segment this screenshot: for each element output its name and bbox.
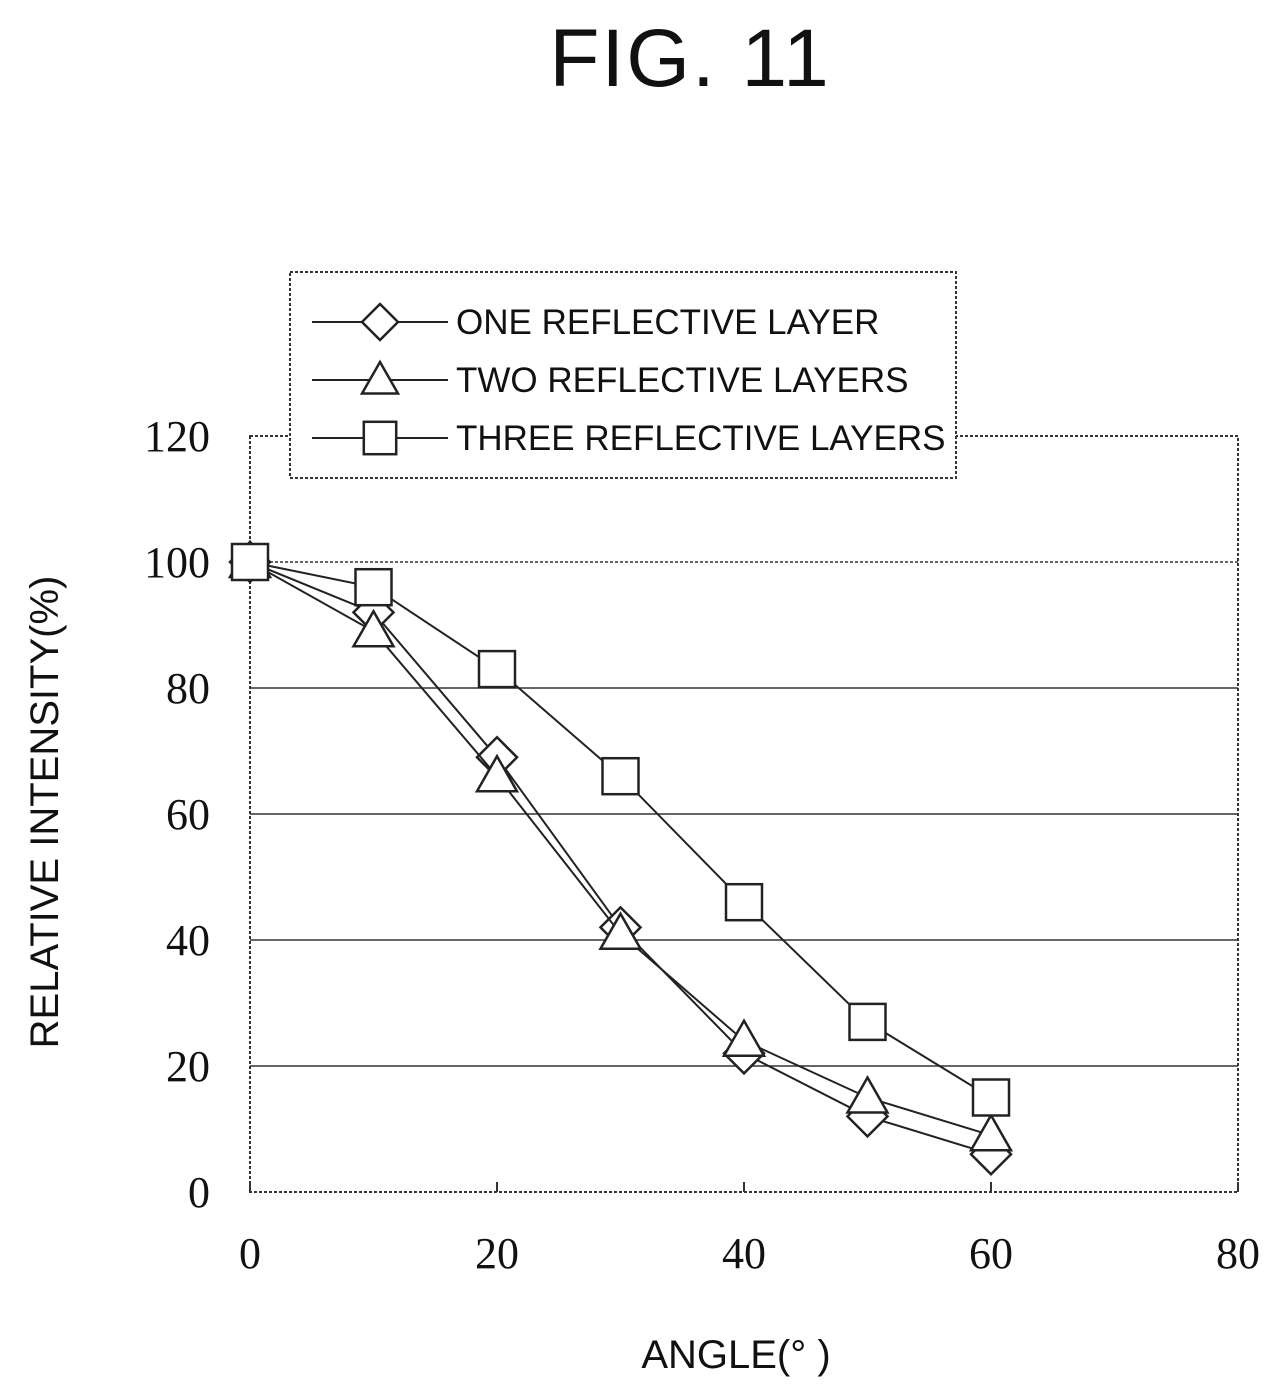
- data-point-triangle: [351, 608, 396, 648]
- x-tick-label: 80: [1216, 1229, 1260, 1278]
- legend-box: [289, 271, 957, 479]
- x-tick-label: 60: [969, 1229, 1013, 1278]
- data-point-triangle: [474, 753, 520, 793]
- y-tick-label: 60: [166, 790, 210, 839]
- y-axis-ticks: 0 20 40 60 80 100 120: [144, 412, 210, 1217]
- legend-label: THREE REFLECTIVE LAYERS: [456, 419, 945, 458]
- data-point-square: [971, 1078, 1011, 1117]
- data-point-square: [477, 649, 517, 689]
- legend-label: ONE REFLECTIVE LAYER: [456, 303, 879, 342]
- series-line: [249, 561, 992, 1137]
- y-tick-label: 20: [166, 1042, 210, 1091]
- series-square: [230, 542, 1011, 1117]
- y-tick-label: 120: [144, 412, 210, 461]
- legend-marker-triangle: [359, 359, 401, 395]
- data-point-square: [230, 542, 270, 582]
- gridlines: [250, 561, 1238, 1067]
- series-triangle: [227, 539, 1014, 1152]
- data-point-square: [724, 882, 764, 922]
- data-point-square: [354, 567, 393, 607]
- y-tick-label: 40: [166, 916, 210, 965]
- legend-label: TWO REFLECTIVE LAYERS: [456, 361, 909, 400]
- x-tick-label: 40: [722, 1229, 766, 1278]
- x-axis-title: ANGLE(° ): [641, 1333, 830, 1377]
- legend-entry: ONE REFLECTIVE LAYER: [312, 302, 879, 342]
- legend: ONE REFLECTIVE LAYER TWO REFLECTIVE LAYER…: [289, 271, 957, 479]
- data-point-square: [601, 756, 640, 796]
- y-tick-label: 100: [144, 538, 210, 587]
- data-point-triangle: [598, 911, 643, 950]
- x-axis-ticks: 0 20 40 60 80: [239, 1182, 1260, 1278]
- series-layer: [227, 539, 1014, 1176]
- data-point-triangle: [968, 1112, 1014, 1152]
- x-tick-label: 20: [475, 1229, 519, 1278]
- y-axis-title: RELATIVE INTENSITY(%): [23, 576, 67, 1049]
- legend-marker-diamond: [360, 302, 400, 342]
- legend-entry: THREE REFLECTIVE LAYERS: [312, 419, 945, 458]
- y-tick-label: 80: [166, 664, 210, 713]
- legend-entry: TWO REFLECTIVE LAYERS: [312, 359, 909, 400]
- x-tick-label: 0: [239, 1229, 261, 1278]
- y-tick-label: 0: [188, 1168, 210, 1217]
- figure-label: FIG. 11: [549, 13, 831, 104]
- data-point-square: [848, 1002, 887, 1042]
- data-point-triangle: [845, 1074, 890, 1114]
- legend-marker-square: [362, 420, 398, 456]
- series-diamond: [228, 540, 1013, 1176]
- data-point-triangle: [721, 1018, 767, 1058]
